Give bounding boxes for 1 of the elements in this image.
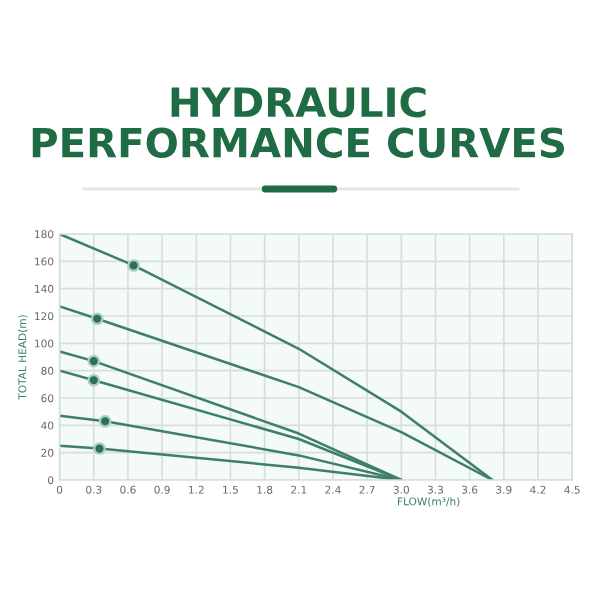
chart-title: HYDRAULIC PERFORMANCE CURVES — [32, 86, 564, 158]
